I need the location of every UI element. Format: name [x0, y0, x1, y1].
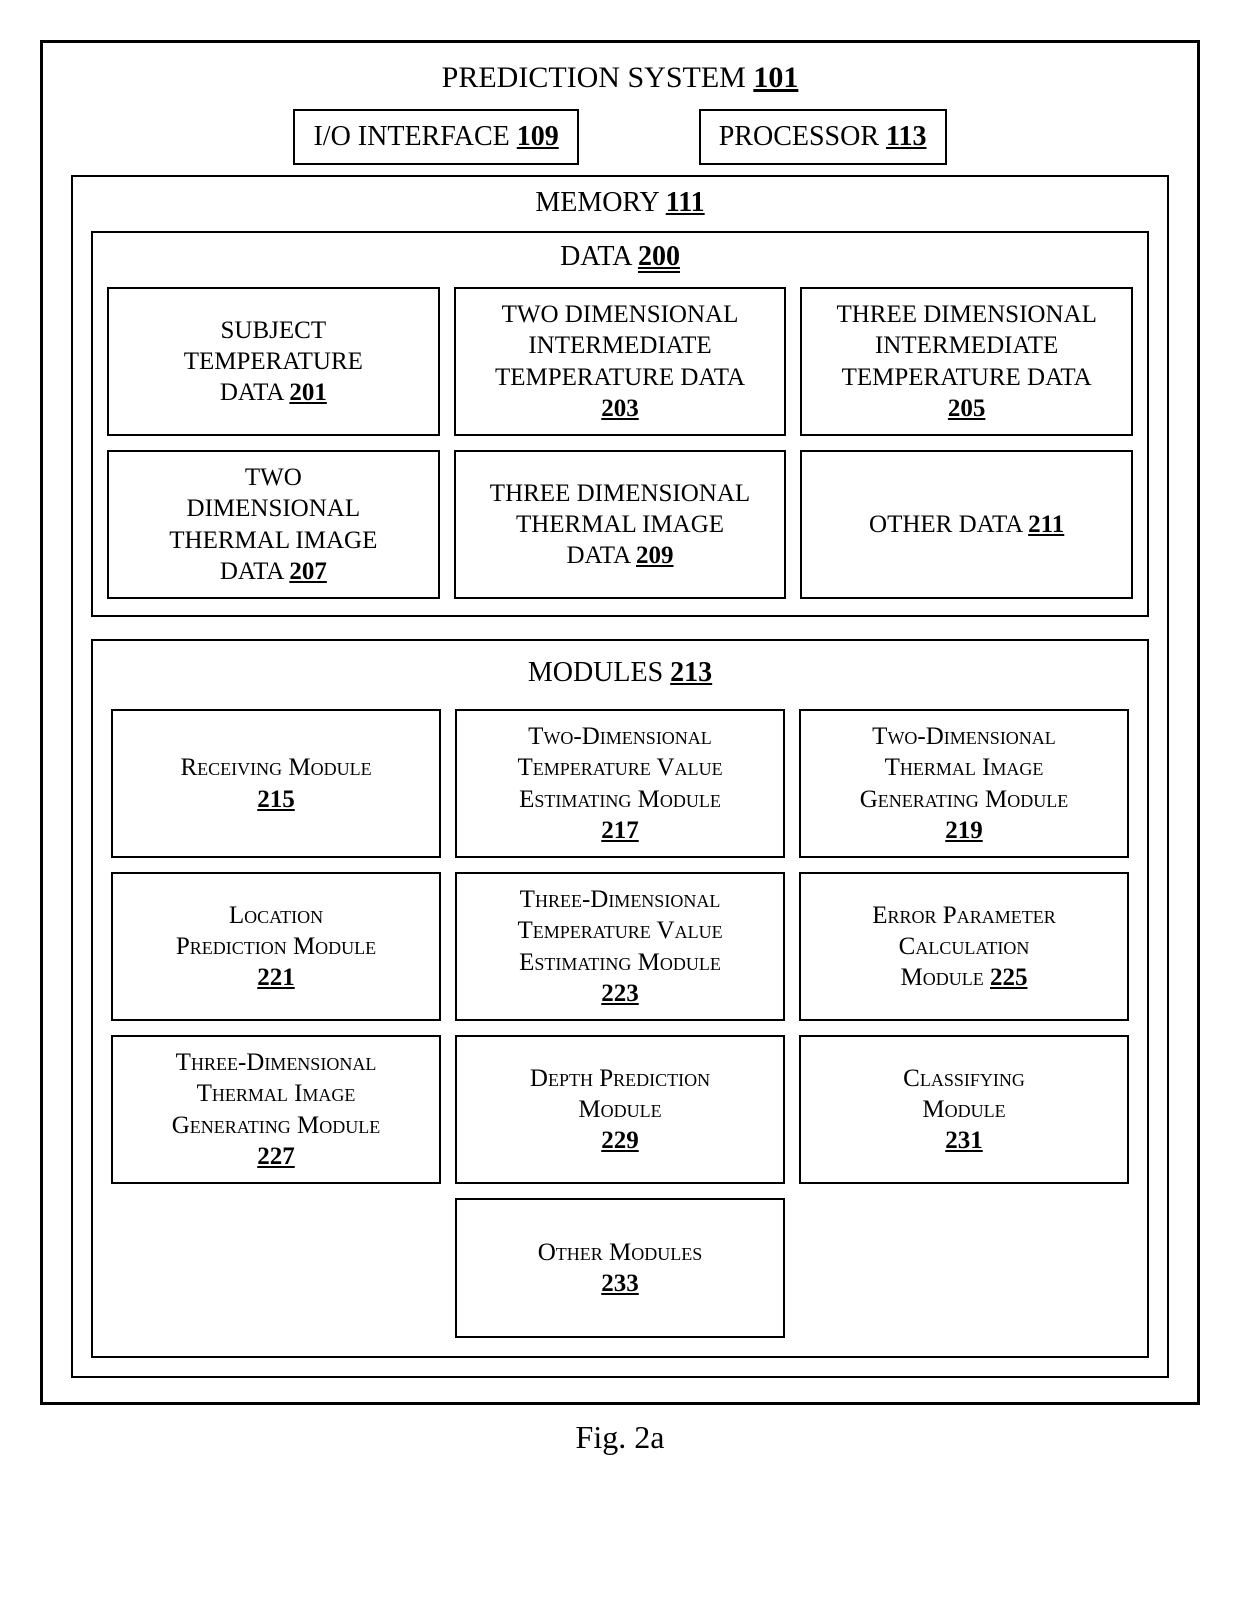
module-ref: 219 [945, 817, 983, 844]
module-line: Two-Dimensional [860, 721, 1069, 752]
module-line: Estimating Module [517, 947, 722, 978]
system-title: PREDICTION SYSTEM 101 [71, 55, 1169, 109]
memory-title: MEMORY 111 [91, 185, 1149, 227]
module-line: Receiving Module [180, 752, 371, 783]
data-title: DATA 200 [107, 239, 1133, 281]
modules-title-ref: 213 [670, 657, 712, 688]
module-box-225: Error ParameterCalculationModule 225 [799, 872, 1129, 1021]
module-line: Prediction Module [176, 931, 376, 962]
prediction-system-box: PREDICTION SYSTEM 101 I/O INTERFACE 109 … [40, 40, 1200, 1405]
module-box-217: Two-DimensionalTemperature ValueEstimati… [455, 709, 785, 858]
module-ref: 227 [257, 1143, 295, 1170]
data-line: TEMPERATURE [184, 346, 363, 377]
module-line: Temperature Value [517, 752, 722, 783]
data-ref: 201 [289, 379, 327, 406]
memory-title-ref: 111 [666, 187, 705, 218]
module-box-219: Two-DimensionalThermal ImageGenerating M… [799, 709, 1129, 858]
io-interface-label: I/O INTERFACE [313, 121, 509, 152]
module-box-229: Depth PredictionModule229 [455, 1035, 785, 1184]
module-line: Generating Module [172, 1110, 381, 1141]
data-box-209: THREE DIMENSIONALTHERMAL IMAGEDATA 209 [454, 450, 787, 599]
data-ref: 205 [948, 395, 986, 422]
modules-section: MODULES 213 Receiving Module 215 Two-Dimen… [91, 639, 1149, 1358]
data-title-label: DATA [560, 241, 631, 272]
data-line: DIMENSIONAL [169, 493, 377, 524]
system-title-label: PREDICTION SYSTEM [442, 61, 746, 94]
data-line: TWO [169, 462, 377, 493]
module-line: Calculation [872, 931, 1055, 962]
module-ref: 231 [945, 1127, 983, 1154]
module-box-215: Receiving Module 215 [111, 709, 441, 858]
data-ref: 207 [289, 558, 327, 585]
figure-label: Fig. 2a [40, 1419, 1200, 1456]
module-box-221: LocationPrediction Module221 [111, 872, 441, 1021]
data-line: TWO DIMENSIONAL [495, 299, 745, 330]
data-line: THREE DIMENSIONAL [836, 299, 1096, 330]
processor-box: PROCESSOR 113 [699, 109, 947, 165]
module-line: Location [176, 900, 376, 931]
data-line: TEMPERATURE DATA [495, 362, 745, 393]
data-box-211: OTHER DATA 211 [800, 450, 1133, 599]
module-line: Two-Dimensional [517, 721, 722, 752]
module-box-233: Other Modules233 [455, 1198, 785, 1338]
data-line: INTERMEDIATE [495, 330, 745, 361]
module-ref: 233 [601, 1270, 639, 1297]
data-title-ref: 200 [638, 244, 680, 273]
data-ref: 203 [601, 395, 639, 422]
module-line: Module [903, 1094, 1025, 1125]
module-line: Depth Prediction [530, 1063, 710, 1094]
module-last-label: Module [901, 964, 990, 991]
module-line: Thermal Image [172, 1078, 381, 1109]
data-last-label: DATA [566, 542, 636, 569]
data-grid: SUBJECTTEMPERATUREDATA 201TWO DIMENSIONA… [107, 287, 1133, 599]
data-last-label: OTHER DATA [869, 511, 1028, 538]
module-ref: 229 [601, 1127, 639, 1154]
module-ref: 215 [257, 786, 295, 813]
module-line: Generating Module [860, 784, 1069, 815]
data-section: DATA 200 SUBJECTTEMPERATUREDATA 201TWO D… [91, 231, 1149, 617]
module-line: Temperature Value [517, 915, 722, 946]
module-line: Three-Dimensional [517, 884, 722, 915]
memory-title-label: MEMORY [535, 187, 658, 218]
processor-ref: 113 [886, 121, 926, 152]
module-line: Classifying [903, 1063, 1025, 1094]
system-title-ref: 101 [753, 61, 798, 94]
data-box-205: THREE DIMENSIONALINTERMEDIATETEMPERATURE… [800, 287, 1133, 436]
top-row: I/O INTERFACE 109 PROCESSOR 113 [71, 109, 1169, 165]
module-box-223: Three-DimensionalTemperature ValueEstima… [455, 872, 785, 1021]
data-ref: 211 [1028, 511, 1064, 538]
io-interface-box: I/O INTERFACE 109 [293, 109, 578, 165]
module-ref: 217 [601, 817, 639, 844]
module-ref: 223 [601, 980, 639, 1007]
io-interface-ref: 109 [517, 121, 559, 152]
data-box-201: SUBJECTTEMPERATUREDATA 201 [107, 287, 440, 436]
module-box-227: Three-DimensionalThermal ImageGenerating… [111, 1035, 441, 1184]
data-box-203: TWO DIMENSIONALINTERMEDIATETEMPERATURE D… [454, 287, 787, 436]
data-ref: 209 [636, 542, 674, 569]
memory-section: MEMORY 111 DATA 200 SUBJECTTEMPERATUREDA… [71, 175, 1169, 1378]
data-box-207: TWODIMENSIONALTHERMAL IMAGEDATA 207 [107, 450, 440, 599]
modules-title: MODULES 213 [111, 655, 1129, 703]
module-line: Error Parameter [872, 900, 1055, 931]
module-line: Estimating Module [517, 784, 722, 815]
module-line: Thermal Image [860, 752, 1069, 783]
module-ref: 221 [257, 964, 295, 991]
module-line: Three-Dimensional [172, 1047, 381, 1078]
modules-grid: Receiving Module215Two-DimensionalTemper… [111, 709, 1129, 1338]
module-ref: 225 [990, 964, 1028, 991]
module-line: Module [530, 1094, 710, 1125]
data-line: SUBJECT [184, 315, 363, 346]
data-line: INTERMEDIATE [836, 330, 1096, 361]
data-last-label: DATA [220, 558, 290, 585]
data-line: THERMAL IMAGE [169, 525, 377, 556]
processor-label: PROCESSOR [719, 121, 879, 152]
module-line: Other Modules [538, 1237, 703, 1268]
data-line: THERMAL IMAGE [490, 509, 750, 540]
module-box-231: ClassifyingModule231 [799, 1035, 1129, 1184]
data-line: TEMPERATURE DATA [836, 362, 1096, 393]
data-last-label: DATA [220, 379, 290, 406]
data-line: THREE DIMENSIONAL [490, 478, 750, 509]
modules-title-label: MODULES [528, 657, 663, 688]
